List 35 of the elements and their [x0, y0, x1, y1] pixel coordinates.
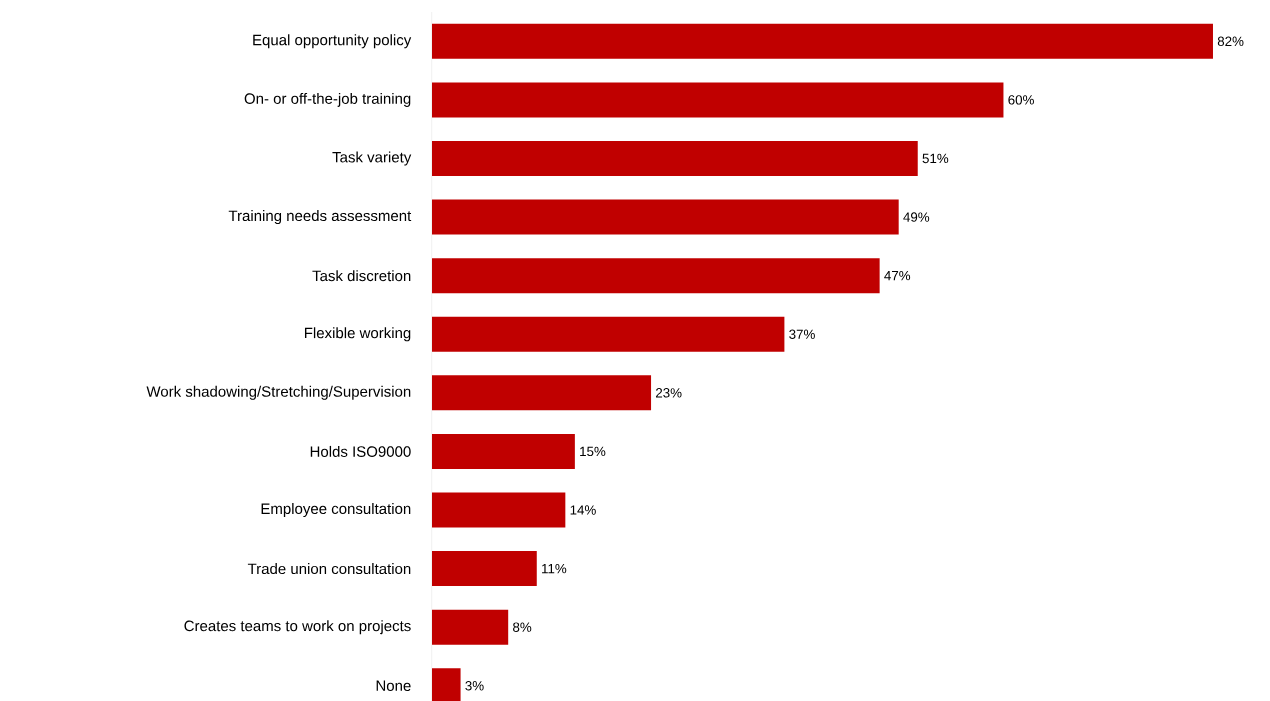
data-label: 47%	[884, 270, 911, 281]
y-tick-label: On- or off-the-job training	[244, 92, 411, 107]
y-tick-label: Task discretion	[312, 270, 411, 282]
data-label: 60%	[1008, 95, 1034, 105]
bar	[432, 551, 537, 587]
y-tick-label: Employee consultation	[261, 503, 411, 517]
bar	[432, 316, 785, 352]
bar	[432, 258, 880, 294]
y-tick-label: Holds ISO9000	[310, 445, 411, 457]
bar	[432, 199, 899, 235]
y-tick-label: Training needs assessment	[228, 210, 412, 225]
data-label: 37%	[789, 329, 815, 339]
data-label: 11%	[542, 563, 567, 574]
data-label: 15%	[580, 446, 606, 457]
y-tick-label: Trade union consultation	[247, 563, 411, 575]
data-label: 49%	[903, 212, 930, 222]
y-tick-label: Equal opportunity policy	[253, 34, 412, 49]
bar	[432, 23, 1213, 59]
y-tick-label: None	[376, 680, 411, 692]
bar	[432, 375, 652, 411]
bar	[432, 140, 918, 176]
bar	[432, 82, 1004, 118]
y-tick-label: Creates teams to work on projects	[184, 620, 411, 635]
bar	[432, 433, 575, 469]
y-tick-label: Work shadowing/Stretching/Supervision	[146, 385, 411, 400]
y-tick-label: Task variety	[332, 151, 412, 166]
data-label: 23%	[656, 388, 682, 398]
data-label: 51%	[922, 153, 949, 164]
bar	[432, 609, 509, 645]
data-label: 82%	[1217, 36, 1244, 47]
data-label: 14%	[570, 505, 596, 515]
data-label: 3%	[465, 681, 484, 691]
y-tick-label: Flexible working	[304, 327, 411, 342]
data-label: 8%	[513, 622, 532, 632]
bar	[432, 492, 566, 528]
